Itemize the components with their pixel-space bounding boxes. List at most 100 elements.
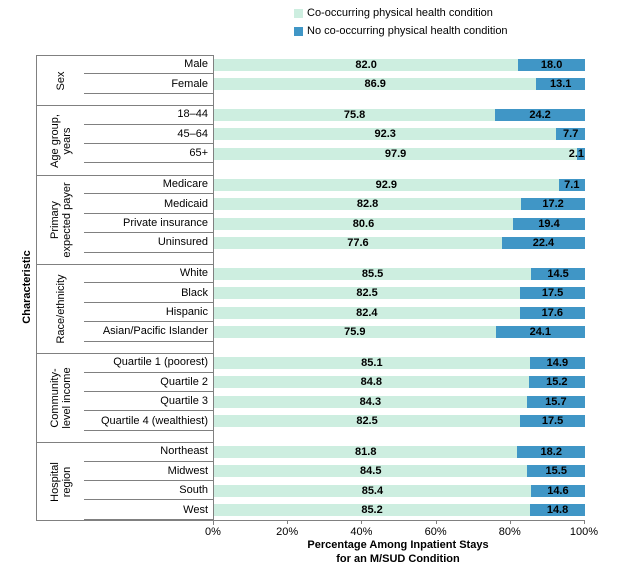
x-axis-tick (287, 520, 289, 524)
bar-value-no-co-occurring: 7.1 (564, 178, 580, 191)
category-label: Quartile 2 (84, 373, 213, 392)
bar-segment-no-co-occurring (520, 287, 585, 300)
bar-value-co-occurring: 82.4 (356, 306, 378, 319)
group-label-line: Age group, (48, 113, 61, 168)
x-axis-title: Percentage Among Inpatient Stays for an … (307, 538, 488, 566)
bar-segment-no-co-occurring (556, 128, 585, 141)
legend-label-no-co-occurring: No co-occurring physical health conditio… (307, 25, 508, 37)
bar-segment-co-occurring (214, 128, 557, 141)
group-label: Primary expected payer (49, 182, 73, 257)
category-label: Uninsured (84, 233, 213, 253)
bar-row: 84.8 15.2 (214, 376, 585, 389)
category-label: 65+ (84, 144, 213, 164)
bar-row: 97.9 2.1 (214, 147, 585, 160)
category-label: Medicare (84, 175, 213, 195)
bar-value-no-co-occurring: 15.5 (545, 465, 567, 478)
bar-value-no-co-occurring: 19.4 (538, 217, 560, 230)
bar-row: 84.5 15.5 (214, 465, 585, 478)
bar-row: 75.8 24.2 (214, 109, 585, 121)
x-axis-tick (361, 520, 363, 524)
bar-value-co-occurring: 80.6 (352, 217, 375, 230)
group-label-line: Sex (54, 71, 67, 91)
bar-row: 85.4 14.6 (214, 484, 585, 497)
bar-value-co-occurring: 86.9 (364, 78, 386, 91)
bar-value-co-occurring: 92.3 (374, 128, 396, 141)
x-axis-tick (435, 520, 437, 524)
category-label: 18–44 (84, 105, 213, 125)
bar-row: 75.9 24.1 (214, 326, 585, 338)
group-label-line: Hospital (48, 461, 61, 502)
bar-row: 82.4 17.6 (214, 306, 585, 319)
bar-value-no-co-occurring: 22.4 (532, 236, 555, 249)
bar-segment-co-occurring (214, 504, 531, 517)
bar-value-no-co-occurring: 24.1 (529, 326, 551, 338)
bar-segment-co-occurring (214, 415, 521, 428)
category-label: Quartile 1 (poorest) (84, 353, 213, 373)
bar-value-no-co-occurring: 14.5 (547, 267, 569, 280)
bar-segment-co-occurring (214, 198, 522, 211)
bar-segment-co-occurring (214, 147, 578, 160)
bar-segment-no-co-occurring (519, 306, 585, 319)
bar-segment-no-co-occurring (527, 465, 585, 478)
group-label: Race/ethnicity (55, 275, 67, 344)
x-axis-title-line1: Percentage Among Inpatient Stays (307, 539, 489, 551)
bar-segment-no-co-occurring (517, 446, 585, 458)
category-label: Quartile 3 (84, 392, 213, 412)
category-axis-line (213, 55, 214, 525)
x-axis-tick-label: 40% (350, 526, 373, 538)
bar-value-co-occurring: 77.6 (347, 236, 369, 249)
bar-segment-no-co-occurring (577, 147, 585, 160)
x-axis-tick-label: 100% (569, 526, 599, 538)
bar-row: 82.0 18.0 (214, 58, 585, 71)
bar-segment-co-occurring (214, 78, 537, 91)
bar-value-no-co-occurring: 24.2 (529, 109, 551, 121)
bar-value-co-occurring: 97.9 (384, 147, 407, 160)
bar-row: 92.3 7.7 (214, 128, 585, 141)
group-label-cell: Primary expected payer (36, 176, 84, 265)
bar-segment-co-occurring (214, 446, 518, 458)
bar-segment-no-co-occurring (558, 178, 585, 191)
bar-value-no-co-occurring: 13.1 (549, 78, 572, 91)
bar-row: 85.5 14.5 (214, 267, 585, 280)
bar-value-no-co-occurring: 14.6 (547, 484, 569, 497)
bar-value-co-occurring: 75.8 (343, 109, 366, 121)
bar-segment-no-co-occurring (501, 236, 585, 249)
category-label: South (84, 481, 213, 501)
bar-segment-co-occurring (214, 395, 527, 408)
x-axis-tick-label: 60% (424, 526, 447, 538)
bar-row: 80.6 19.4 (214, 217, 585, 230)
bar-value-no-co-occurring: 18.0 (540, 58, 563, 71)
category-label: Midwest (84, 462, 213, 482)
bar-value-co-occurring: 84.5 (360, 465, 382, 478)
bar-value-no-co-occurring: 14.9 (546, 356, 569, 369)
bar-value-co-occurring: 85.5 (361, 267, 384, 280)
group-label: Community-level income (49, 368, 73, 429)
bar-value-co-occurring: 84.8 (360, 376, 383, 389)
bar-segment-no-co-occurring (521, 198, 585, 211)
category-label: White (84, 264, 213, 284)
bar-row: 81.8 18.2 (214, 446, 585, 458)
legend-swatch-no-co-occurring-icon (294, 27, 303, 36)
bar-segment-co-occurring (214, 465, 528, 478)
bar-segment-no-co-occurring (529, 356, 585, 369)
bar-value-co-occurring: 85.4 (361, 484, 384, 497)
legend-item-co-occurring: Co-occurring physical health condition (294, 6, 508, 21)
x-axis-title-line2: for an M/SUD Condition (336, 553, 460, 565)
bar-segment-no-co-occurring (495, 326, 585, 338)
bar-row: 92.9 7.1 (214, 178, 585, 191)
category-label: 45–64 (84, 125, 213, 145)
category-label: Northeast (84, 442, 213, 462)
bar-value-no-co-occurring: 14.8 (546, 504, 569, 517)
category-label: Female (84, 74, 213, 94)
group-separator (36, 353, 213, 355)
bar-segment-no-co-occurring (528, 376, 585, 389)
bar-row: 77.6 22.4 (214, 236, 585, 249)
bar-value-co-occurring: 85.2 (361, 504, 383, 517)
bar-value-no-co-occurring: 15.2 (546, 376, 568, 389)
bar-segment-co-occurring (214, 109, 496, 121)
bar-row: 82.5 17.5 (214, 415, 585, 428)
bar-segment-no-co-occurring (513, 217, 585, 230)
bar-segment-no-co-occurring (495, 109, 585, 121)
category-label: Quartile 4 (wealthiest) (84, 411, 213, 431)
group-label-cell: Age group, years (36, 106, 84, 175)
